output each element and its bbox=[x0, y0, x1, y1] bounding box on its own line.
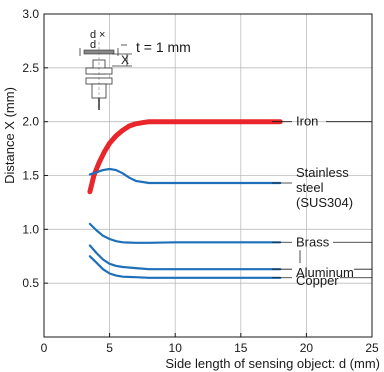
x-tick-label: 5 bbox=[106, 341, 113, 355]
diagram-cross: × bbox=[99, 29, 105, 41]
sensor-diagram: d × d X bbox=[79, 29, 132, 112]
series-label-line: steel bbox=[296, 180, 324, 195]
thickness-annotation: t = 1 mm bbox=[136, 39, 191, 55]
y-tick-label: 2.5 bbox=[22, 61, 39, 75]
y-tick-label: 2.0 bbox=[22, 115, 39, 129]
y-tick-label: 3.0 bbox=[22, 7, 39, 21]
series-line-copper bbox=[88, 255, 282, 279]
series-label: Brass bbox=[296, 234, 330, 249]
y-axis-label: Distance X (mm) bbox=[2, 87, 17, 184]
y-tick-label: 0.5 bbox=[22, 276, 39, 290]
sensor-body bbox=[91, 83, 107, 99]
diagram-x-label: X bbox=[121, 53, 129, 67]
x-tick-label: 15 bbox=[234, 341, 248, 355]
series-label-line: (SUS304) bbox=[296, 195, 353, 210]
x-tick-label: 10 bbox=[169, 341, 183, 355]
x-tick-label: 20 bbox=[300, 341, 314, 355]
axis-ticks: 0 5 10 15 20 25 0.5 1.0 1.5 2.0 2.5 3.0 bbox=[22, 7, 379, 355]
grid bbox=[44, 14, 372, 337]
series-line-aluminum bbox=[88, 244, 282, 271]
series-label: Stainless steel (SUS304) bbox=[296, 165, 353, 210]
series-label: Aluminum bbox=[296, 265, 354, 280]
series-line-stainless-steel bbox=[88, 167, 282, 185]
series-line-iron bbox=[87, 119, 283, 195]
diagram-d-top: d bbox=[90, 29, 96, 41]
x-axis-label: Side length of sensing object: d (mm) bbox=[165, 356, 380, 371]
x-tick-label: 25 bbox=[365, 341, 379, 355]
series-lines bbox=[87, 119, 283, 279]
series-labels: Iron Stainless steel (SUS304) Brass AluminumC… bbox=[272, 114, 372, 288]
y-tick-label: 1.0 bbox=[22, 222, 39, 236]
diagram-d-bottom: d bbox=[90, 39, 96, 51]
series-label: Copper bbox=[296, 273, 339, 288]
series-label: Iron bbox=[296, 114, 318, 129]
x-tick-label: 0 bbox=[41, 341, 48, 355]
series-label-line: Stainless bbox=[296, 165, 349, 180]
y-tick-label: 1.5 bbox=[22, 169, 39, 183]
series-line-brass bbox=[88, 222, 282, 244]
